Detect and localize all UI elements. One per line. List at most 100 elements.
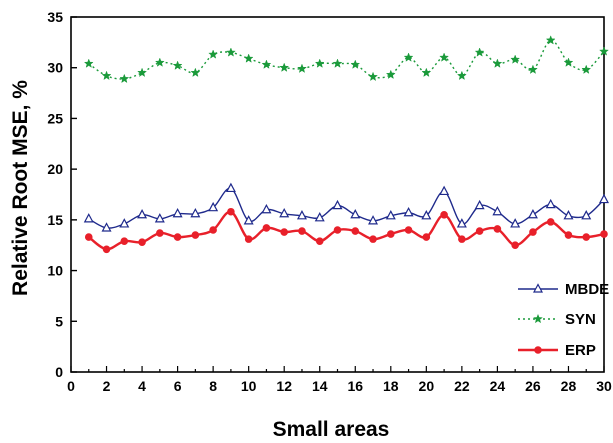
data-point-mbde	[581, 210, 592, 220]
data-point-erp	[475, 227, 484, 235]
series-layer	[83, 35, 609, 254]
x-tick-label: 18	[383, 378, 399, 394]
data-point-syn	[261, 59, 272, 69]
data-point-erp	[120, 237, 129, 245]
data-point-erp	[582, 233, 591, 241]
data-point-syn	[225, 47, 236, 57]
data-point-mbde	[439, 185, 450, 196]
data-point-mbde	[190, 207, 201, 218]
data-point-mbde	[492, 205, 503, 216]
data-point-erp	[262, 224, 271, 232]
data-point-syn	[314, 58, 325, 68]
x-axis-title: Small areas	[273, 418, 390, 441]
x-tick-label: 12	[276, 378, 292, 394]
data-point-erp	[173, 233, 182, 241]
data-point-syn	[403, 52, 414, 62]
y-tick-label: 35	[47, 9, 63, 25]
x-tick-label: 0	[67, 378, 75, 394]
data-point-erp	[600, 230, 608, 238]
x-tick-label: 8	[209, 378, 217, 394]
series-line-syn	[88, 39, 605, 80]
data-point-mbde	[385, 210, 396, 220]
legend: MBDE SYN ERP	[518, 281, 609, 359]
data-point-erp	[369, 235, 377, 243]
data-point-erp	[493, 225, 502, 233]
y-tick-label: 10	[47, 263, 63, 279]
data-point-syn	[599, 46, 609, 56]
data-point-mbde	[243, 215, 254, 225]
data-point-mbde	[119, 218, 130, 228]
data-point-erp	[458, 235, 466, 243]
data-point-mbde	[527, 209, 538, 219]
data-point-mbde	[474, 199, 485, 210]
data-point-erp	[84, 233, 93, 241]
data-point-syn	[279, 62, 290, 72]
data-point-erp	[404, 226, 413, 234]
data-point-erp	[227, 207, 235, 216]
data-point-syn	[332, 58, 343, 68]
data-point-mbde	[279, 207, 290, 218]
data-point-erp	[244, 235, 253, 243]
legend-label-erp: ERP	[565, 342, 596, 359]
data-point-syn	[456, 70, 467, 81]
x-tick-label: 2	[103, 378, 111, 394]
data-point-mbde	[510, 218, 521, 228]
data-point-syn	[439, 52, 450, 62]
data-point-syn	[527, 64, 538, 74]
data-point-syn	[510, 54, 521, 64]
x-tick-label: 30	[596, 378, 612, 394]
data-point-syn	[137, 67, 148, 78]
legend-marker-mbde	[533, 283, 543, 293]
data-point-syn	[563, 57, 574, 67]
x-tick-label: 22	[454, 378, 470, 394]
data-point-mbde	[154, 213, 165, 223]
data-point-mbde	[368, 215, 379, 225]
data-point-mbde	[563, 210, 574, 220]
data-point-syn	[385, 69, 396, 80]
data-point-erp	[422, 233, 431, 241]
series-syn	[83, 35, 609, 84]
data-point-syn	[208, 49, 219, 59]
data-point-erp	[564, 231, 573, 239]
data-point-mbde	[172, 207, 183, 218]
data-point-syn	[83, 58, 94, 68]
data-point-erp	[546, 218, 555, 226]
data-point-syn	[350, 59, 361, 69]
x-tick-label: 16	[347, 378, 363, 394]
data-point-syn	[243, 53, 254, 63]
data-point-syn	[101, 70, 112, 81]
x-tick-label: 6	[174, 378, 182, 394]
data-point-syn	[297, 63, 307, 73]
data-point-erp	[440, 210, 448, 219]
data-point-mbde	[314, 212, 325, 222]
x-tick-label: 24	[490, 378, 506, 394]
data-point-mbde	[83, 213, 94, 223]
data-point-syn	[172, 60, 183, 70]
data-point-syn	[368, 71, 378, 82]
data-point-mbde	[208, 201, 219, 212]
series-mbde	[83, 182, 609, 232]
y-tick-label: 15	[47, 212, 63, 228]
y-tick-label: 0	[55, 364, 63, 380]
data-point-mbde	[403, 206, 414, 217]
data-point-syn	[421, 67, 432, 78]
y-tick-label: 30	[47, 60, 63, 76]
data-point-mbde	[296, 210, 307, 220]
x-tick-label: 20	[419, 378, 435, 394]
x-tick-label: 14	[312, 378, 328, 394]
legend-label-mbde: MBDE	[565, 281, 609, 298]
y-tick-label: 25	[47, 110, 63, 126]
data-point-syn	[119, 73, 130, 84]
y-tick-label: 5	[55, 313, 63, 329]
data-point-erp	[191, 231, 200, 239]
data-point-erp	[280, 228, 289, 236]
series-line-mbde	[88, 187, 605, 229]
data-point-mbde	[456, 218, 467, 228]
data-point-erp	[529, 228, 537, 236]
x-tick-label: 4	[138, 378, 146, 394]
data-point-syn	[581, 64, 592, 74]
legend-marker-erp	[534, 346, 542, 354]
series-erp	[84, 207, 608, 254]
